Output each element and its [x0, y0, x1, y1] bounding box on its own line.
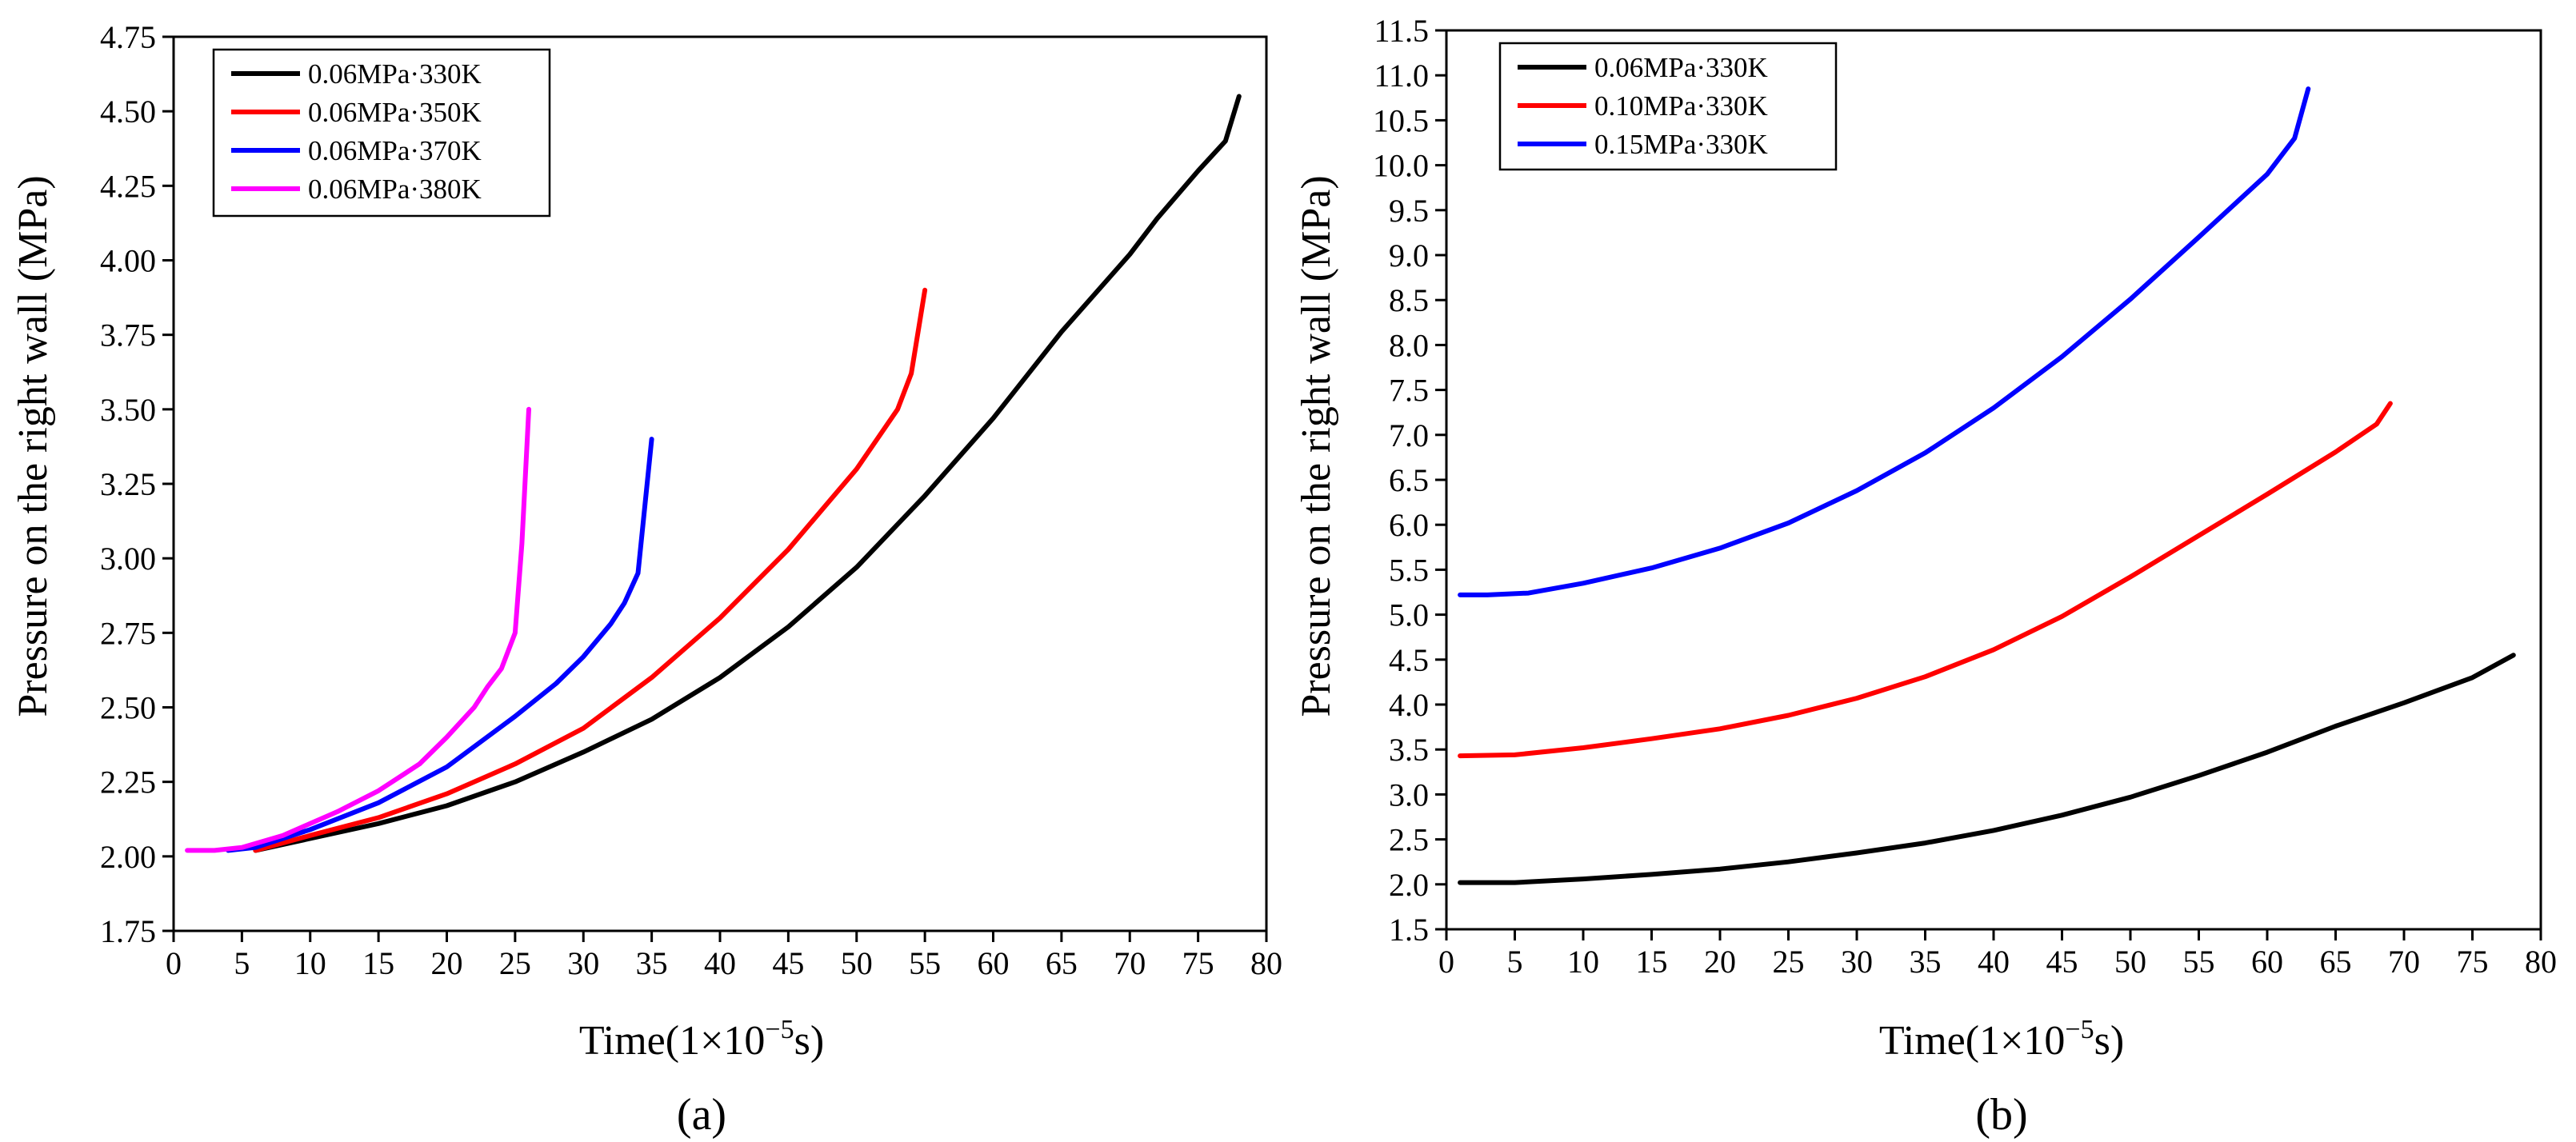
series-line-0.06MPa·380K — [185, 406, 531, 853]
x-tick-label: 80 — [1250, 945, 1282, 981]
x-tick-label: 10 — [294, 945, 326, 981]
ticks-a: 0 5 10 15 20 25 30 35 40 45 50 55 60 65 70 75 80 1.75 2.00… — [100, 19, 1282, 981]
y-tick-label: 3.25 — [100, 466, 156, 502]
x-tick-label: 35 — [636, 945, 668, 981]
y-axis-title-a: Pressure on the right wall (MPa) — [10, 175, 56, 717]
y-tick-label: 4.25 — [100, 168, 156, 204]
y-tick-label: 8.0 — [1389, 327, 1429, 363]
y-tick-label: 7.0 — [1389, 417, 1429, 453]
x-tick-label: 65 — [1046, 945, 1078, 981]
y-tick-label: 3.50 — [100, 392, 156, 428]
y-tick-label: 5.5 — [1389, 552, 1429, 588]
x-axis-title-a: Time(1×10−5s) — [579, 1015, 824, 1064]
x-tick-label: 70 — [2388, 944, 2420, 980]
ticks-b: 0 5 10 15 20 25 30 35 40 45 50 55 60 65 70 75 80 1.5 2.0 2.… — [1373, 13, 2557, 980]
x-tick-label: 30 — [567, 945, 599, 981]
x-tick-label: 70 — [1114, 945, 1146, 981]
x-tick-label: 45 — [772, 945, 804, 981]
y-tick-label: 2.25 — [100, 765, 156, 801]
panel-label-b: (b) — [1975, 1090, 2027, 1140]
y-tick-label: 11.0 — [1374, 58, 1429, 94]
y-tick-label: 5.0 — [1389, 597, 1429, 633]
x-tick-label: 80 — [2525, 944, 2557, 980]
x-tick-label: 15 — [1636, 944, 1668, 980]
y-tick-label: 4.50 — [100, 94, 156, 130]
x-tick-label: 65 — [2320, 944, 2352, 980]
x-tick-label: 50 — [2114, 944, 2146, 980]
series-line-0.06MPa·370K — [226, 437, 654, 853]
y-tick-label: 6.5 — [1389, 462, 1429, 498]
series-line-0.15MPa·330K — [1458, 86, 2311, 597]
x-tick-label: 40 — [704, 945, 736, 981]
legend-label: 0.06MPa·380K — [308, 174, 482, 205]
x-tick-label: 60 — [2251, 944, 2283, 980]
legend-label: 0.06MPa·350K — [308, 97, 482, 128]
y-tick-label: 2.0 — [1389, 867, 1429, 903]
y-tick-label: 2.50 — [100, 690, 156, 726]
series-line-0.06MPa·330K — [1458, 653, 2516, 885]
x-tick-label: 25 — [1773, 944, 1805, 980]
x-tick-label: 35 — [1910, 944, 1942, 980]
y-tick-label: 2.00 — [100, 839, 156, 875]
series-line-0.06MPa·330K — [253, 94, 1242, 853]
y-tick-label: 11.5 — [1374, 13, 1429, 49]
plot-frame-a — [172, 35, 1268, 932]
x-tick-label: 10 — [1567, 944, 1599, 980]
y-tick-label: 8.5 — [1389, 282, 1429, 318]
x-tick-label: 20 — [431, 945, 463, 981]
chart-panel-a: Pressure on the right wall (MPa) Time(1×… — [10, 19, 1282, 1140]
x-tick-label: 55 — [2183, 944, 2215, 980]
x-tick-label: 0 — [1438, 944, 1454, 980]
series-line-0.10MPa·330K — [1458, 401, 2393, 759]
y-tick-label: 2.75 — [100, 615, 156, 651]
panel-label-a: (a) — [677, 1090, 726, 1140]
plot-frame-b — [1445, 29, 2542, 931]
legend-label: 0.06MPa·370K — [308, 135, 482, 166]
y-tick-label: 3.00 — [100, 541, 156, 577]
y-tick-label: 10.5 — [1373, 102, 1429, 138]
series-line-0.06MPa·350K — [253, 287, 928, 853]
y-tick-label: 2.5 — [1389, 822, 1429, 858]
y-tick-label: 3.75 — [100, 317, 156, 353]
y-tick-label: 4.0 — [1389, 687, 1429, 723]
y-tick-label: 3.0 — [1389, 777, 1429, 813]
y-tick-label: 9.5 — [1389, 193, 1429, 229]
x-tick-label: 30 — [1841, 944, 1873, 980]
x-tick-label: 40 — [1978, 944, 2010, 980]
y-tick-label: 4.00 — [100, 243, 156, 279]
y-tick-label: 3.5 — [1389, 732, 1429, 768]
x-tick-label: 50 — [841, 945, 873, 981]
legend-a: 0.06MPa·330K 0.06MPa·350K 0.06MPa·370K 0.06… — [212, 48, 551, 218]
x-tick-label: 55 — [909, 945, 941, 981]
series-a — [185, 94, 1242, 853]
x-tick-label: 75 — [2457, 944, 2489, 980]
chart-panel-b: Pressure on the right wall (MPa) Time(1×… — [1294, 13, 2557, 1140]
x-tick-label: 0 — [166, 945, 182, 981]
y-tick-label: 4.5 — [1389, 642, 1429, 678]
legend-b: 0.06MPa·330K 0.10MPa·330K 0.15MPa·330K — [1498, 42, 1838, 171]
y-tick-label: 9.0 — [1389, 238, 1429, 274]
y-tick-label: 6.0 — [1389, 507, 1429, 543]
x-tick-label: 5 — [234, 945, 250, 981]
legend-label: 0.06MPa·330K — [308, 58, 482, 90]
y-tick-label: 10.0 — [1373, 148, 1429, 184]
x-tick-label: 25 — [499, 945, 531, 981]
y-tick-label: 1.75 — [100, 913, 156, 949]
y-tick-label: 4.75 — [100, 19, 156, 55]
legend-label: 0.10MPa·330K — [1594, 90, 1768, 122]
x-axis-title-b: Time(1×10−5s) — [1879, 1015, 2124, 1064]
x-tick-label: 15 — [362, 945, 394, 981]
x-tick-label: 45 — [2046, 944, 2078, 980]
y-tick-label: 1.5 — [1389, 912, 1429, 948]
series-b — [1458, 86, 2516, 885]
legend-label: 0.06MPa·330K — [1594, 52, 1768, 83]
y-tick-label: 7.5 — [1389, 373, 1429, 409]
x-tick-label: 5 — [1507, 944, 1523, 980]
x-tick-label: 20 — [1704, 944, 1736, 980]
legend-label: 0.15MPa·330K — [1594, 129, 1768, 160]
y-axis-title-b: Pressure on the right wall (MPa) — [1294, 175, 1339, 717]
x-tick-label: 60 — [978, 945, 1010, 981]
x-tick-label: 75 — [1182, 945, 1214, 981]
